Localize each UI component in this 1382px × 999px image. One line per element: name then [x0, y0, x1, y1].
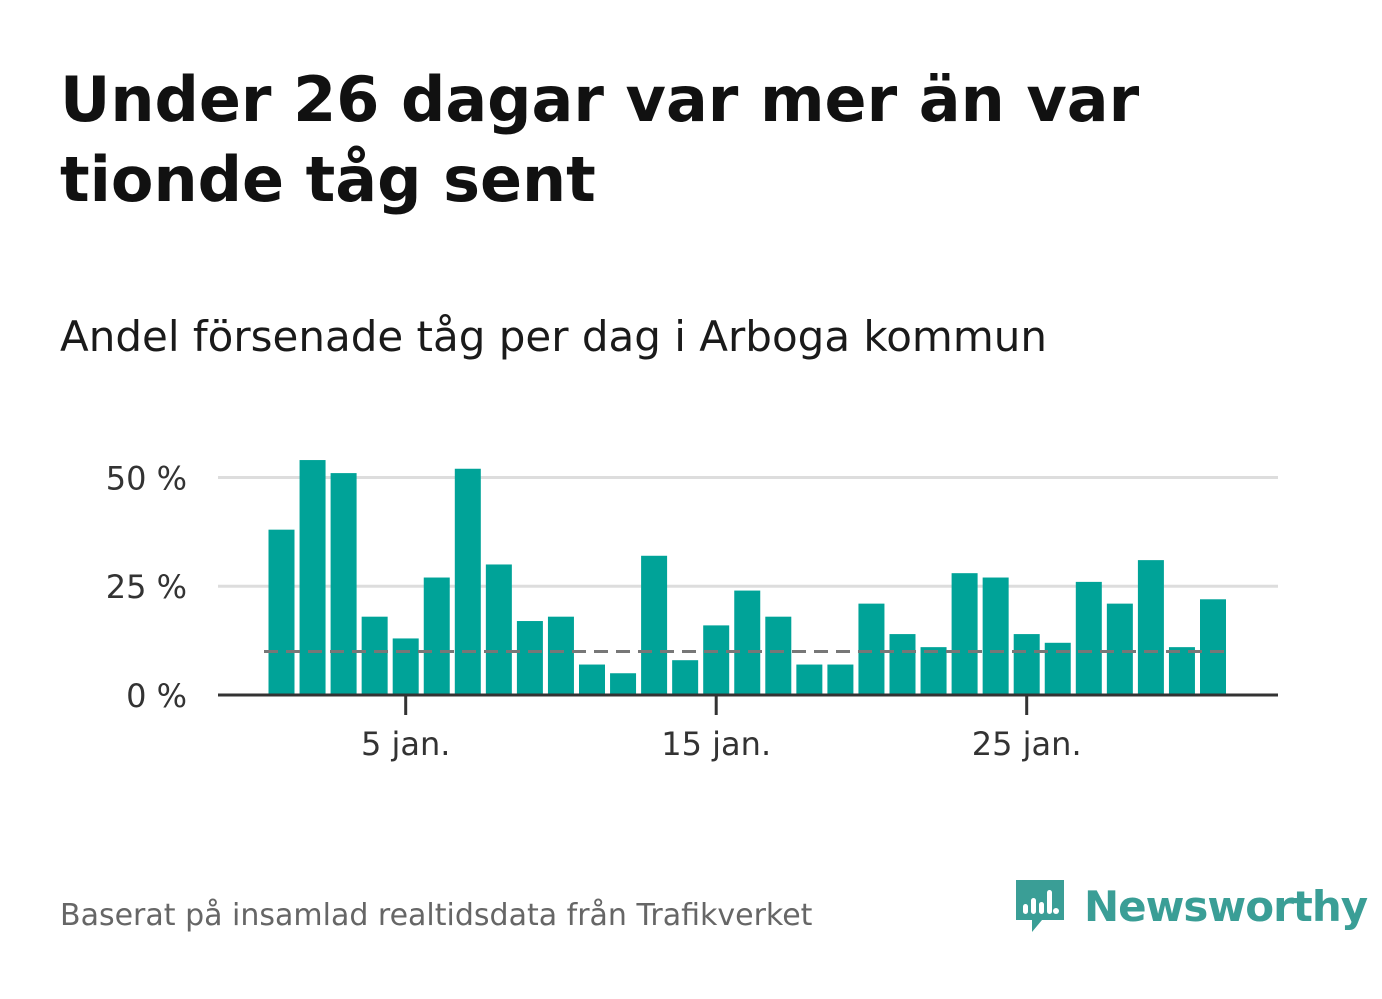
bar	[641, 555, 668, 695]
bar	[827, 664, 854, 695]
bar	[454, 468, 481, 695]
bar	[1013, 634, 1040, 695]
y-tick-label: 50 %	[106, 459, 187, 497]
bar	[547, 616, 574, 695]
bar	[361, 616, 388, 695]
bar	[1075, 581, 1102, 695]
bar	[889, 634, 916, 695]
bar	[920, 647, 947, 695]
bar	[796, 664, 823, 695]
bars	[268, 460, 1226, 695]
bar	[516, 621, 543, 695]
bar	[485, 564, 512, 695]
x-tick-label: 5 jan.	[361, 725, 450, 763]
bar	[423, 577, 450, 695]
bar	[982, 577, 1009, 695]
bar	[268, 529, 295, 695]
axes: 0 % 25 % 50 % 5 jan. 15 jan. 25 jan.	[106, 459, 1278, 763]
bar	[1168, 647, 1195, 695]
bar	[951, 573, 978, 695]
bar	[734, 590, 761, 695]
chart-subtitle: Andel försenade tåg per dag i Arboga kom…	[60, 312, 1047, 361]
brand-name: Newsworthy	[1084, 881, 1368, 931]
y-tick-label: 25 %	[106, 568, 187, 606]
bar	[579, 664, 605, 695]
bar	[1106, 603, 1133, 695]
y-tick-label: 0 %	[126, 677, 187, 715]
x-tick-label: 25 jan.	[972, 725, 1082, 763]
bar	[703, 625, 730, 695]
bar	[610, 673, 637, 695]
bar	[1137, 560, 1164, 695]
bar-chart: 0 % 25 % 50 % 5 jan. 15 jan. 25 jan.	[106, 459, 1278, 763]
bar	[392, 638, 419, 695]
bar	[330, 473, 357, 695]
source-note: Baserat på insamlad realtidsdata från Tr…	[60, 898, 813, 933]
bar	[672, 660, 699, 695]
brand-logo: Newsworthy	[1012, 876, 1368, 936]
bar	[765, 616, 792, 695]
gridlines	[218, 475, 1278, 588]
x-tick-label: 15 jan.	[661, 725, 771, 763]
chart-title: Under 26 dagar var mer än var tionde tåg…	[60, 63, 1140, 216]
bar	[1200, 599, 1226, 695]
newsworthy-logo-icon	[1016, 880, 1064, 932]
bar	[299, 460, 326, 695]
bar	[858, 603, 885, 695]
